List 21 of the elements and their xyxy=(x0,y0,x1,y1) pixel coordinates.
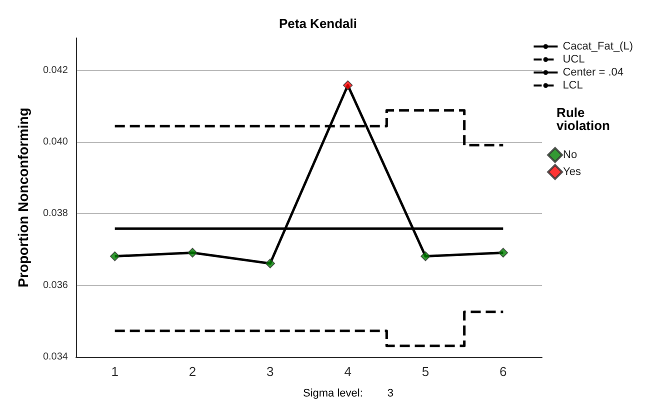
legend-label: Center = .04 xyxy=(562,66,624,78)
x-tick-label: 4 xyxy=(344,364,352,379)
y-tick-label: 0.038 xyxy=(42,208,68,220)
x-tick-label: 5 xyxy=(422,364,430,379)
legend-label: LCL xyxy=(562,80,583,92)
text: Sigma level: 3 xyxy=(303,388,394,400)
y-axis-title: Proportion Nonconforming xyxy=(15,108,31,288)
legend-label: Yes xyxy=(563,166,582,178)
y-tick-label: 0.036 xyxy=(42,280,68,291)
x-tick-label: 1 xyxy=(111,364,118,379)
y-tick-label: 0.042 xyxy=(42,64,68,76)
legend-label: Cacat_Fat_(L) xyxy=(562,40,634,52)
legend-title: Rule violation xyxy=(556,105,610,133)
x-tick-label: 6 xyxy=(500,364,507,379)
chart-title: Peta Kendali xyxy=(278,16,358,31)
y-tick-label: 0.040 xyxy=(42,136,68,148)
legend-label: No xyxy=(563,149,578,161)
y-tick-label: 0.034 xyxy=(42,352,68,362)
x-tick-label: 3 xyxy=(266,364,274,379)
legend-label: UCL xyxy=(562,54,585,66)
x-tick-label: 2 xyxy=(188,364,196,379)
